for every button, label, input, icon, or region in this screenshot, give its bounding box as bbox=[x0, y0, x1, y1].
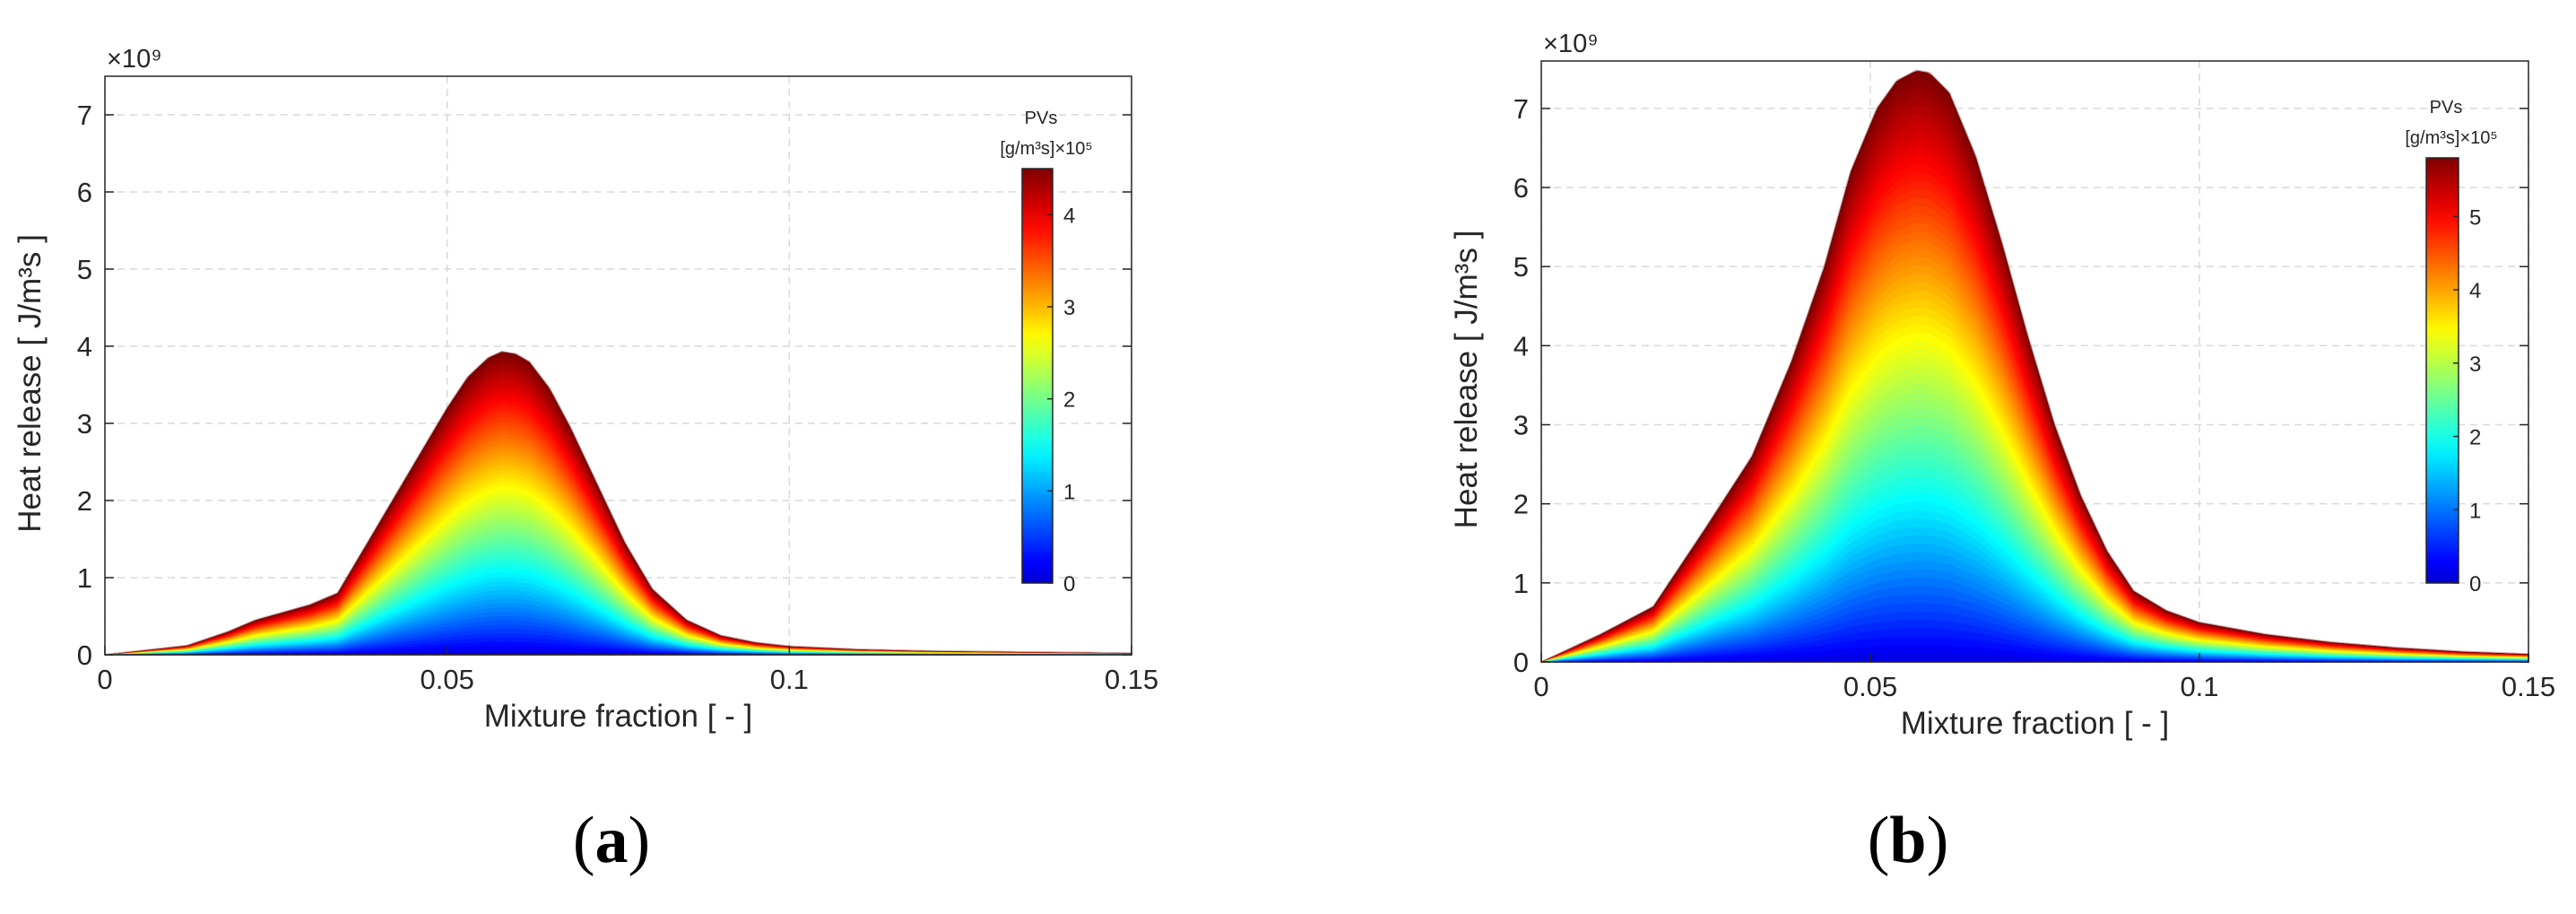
colorbar-tick-label: 5 bbox=[2469, 205, 2481, 230]
y-tick-label: 4 bbox=[1514, 330, 1529, 361]
x-tick-label: 0.15 bbox=[2502, 671, 2555, 702]
pv-band bbox=[1541, 653, 2528, 662]
chart-panel-a: 0 1 2 3 4 5 6 7 0 0.05 0.1 0.15 ×10⁹ Mixture fraction… bbox=[0, 0, 1288, 910]
colorbar-units: [g/m³s]×10⁵ bbox=[1000, 139, 1092, 159]
colorbar-tick-label: 2 bbox=[1063, 388, 1075, 413]
y-tick-label: 6 bbox=[1514, 172, 1529, 204]
colorbar-units: [g/m³s]×10⁵ bbox=[2405, 128, 2497, 148]
y-tick-label: 3 bbox=[1514, 410, 1529, 441]
pv-band bbox=[105, 641, 1132, 655]
caption-b-letter: b bbox=[1889, 804, 1927, 877]
y-tick-label: 4 bbox=[77, 331, 92, 362]
x-tick-label: 0.1 bbox=[2180, 671, 2218, 702]
colorbar-title: PVs bbox=[2430, 98, 2463, 118]
y-tick-label: 7 bbox=[77, 100, 92, 131]
x-axis-label: Mixture fraction [ - ] bbox=[1901, 706, 2170, 741]
colorbar-tick-label: 1 bbox=[2469, 499, 2481, 523]
pv-band bbox=[1541, 645, 2528, 662]
caption-b: (b) bbox=[1867, 804, 1949, 877]
y-tick-label: 1 bbox=[77, 562, 92, 594]
axes-box bbox=[104, 75, 1132, 656]
colorbar-tick-label: 2 bbox=[2469, 426, 2481, 450]
heat-release-area bbox=[105, 352, 1132, 655]
heat-release-area bbox=[1541, 70, 2528, 663]
y-tick-label: 3 bbox=[77, 408, 92, 440]
x-tick-label: 0 bbox=[97, 664, 112, 695]
y-tick-label: 2 bbox=[1514, 489, 1529, 520]
colorbar bbox=[1021, 168, 1054, 584]
x-tick-label: 0 bbox=[1533, 671, 1548, 702]
pv-band bbox=[105, 650, 1132, 655]
chart-panel-b: 0 1 2 3 4 5 6 7 0 0.05 0.1 0.15 ×10⁹ Mixture fraction… bbox=[1288, 0, 2576, 910]
colorbar bbox=[2425, 157, 2459, 584]
chart-a: 0 1 2 3 4 5 6 7 0 0.05 0.1 0.15 ×10⁹ Mixture fraction… bbox=[13, 45, 1158, 734]
axes-box bbox=[1540, 60, 2529, 663]
pv-band bbox=[105, 646, 1132, 655]
chart-b: 0 1 2 3 4 5 6 7 0 0.05 0.1 0.15 ×10⁹ Mixture fraction… bbox=[1449, 30, 2555, 741]
x-tick-label: 0.15 bbox=[1105, 664, 1158, 695]
y-axis-label: Heat release [ J/m³s ] bbox=[13, 234, 48, 533]
colorbar-tick-label: 4 bbox=[2469, 279, 2481, 303]
caption-a: (a) bbox=[572, 804, 651, 877]
colorbar-tick-label: 3 bbox=[2469, 353, 2481, 377]
x-tick-label: 0.05 bbox=[1843, 671, 1897, 702]
colorbar-tick-label: 0 bbox=[2469, 572, 2481, 596]
y-tick-label: 0 bbox=[77, 640, 92, 671]
colorbar-tick-label: 0 bbox=[1063, 572, 1075, 596]
x-axis-label: Mixture fraction [ - ] bbox=[484, 699, 753, 734]
y-axis-label: Heat release [ J/m³s ] bbox=[1449, 231, 1484, 529]
y-tick-label: 1 bbox=[1514, 568, 1529, 599]
y-tick-label: 2 bbox=[77, 485, 92, 517]
y-tick-label: 7 bbox=[1514, 93, 1529, 125]
y-exponent: ×10⁹ bbox=[107, 45, 162, 74]
caption-a-letter: a bbox=[594, 804, 629, 877]
colorbar-title: PVs bbox=[1025, 109, 1058, 128]
colorbar-tick-label: 4 bbox=[1063, 204, 1075, 228]
y-tick-label: 6 bbox=[77, 177, 92, 208]
y-tick-label: 5 bbox=[77, 254, 92, 285]
y-tick-label: 0 bbox=[1514, 647, 1529, 678]
y-exponent: ×10⁹ bbox=[1543, 30, 1599, 58]
envelope-line bbox=[104, 350, 1132, 656]
x-tick-label: 0.05 bbox=[420, 664, 473, 695]
colorbar-tick-label: 1 bbox=[1063, 480, 1075, 504]
y-tick-label: 5 bbox=[1514, 251, 1529, 283]
colorbar-tick-label: 3 bbox=[1063, 296, 1075, 320]
x-tick-label: 0.1 bbox=[770, 664, 809, 695]
envelope-line bbox=[1540, 69, 2529, 663]
